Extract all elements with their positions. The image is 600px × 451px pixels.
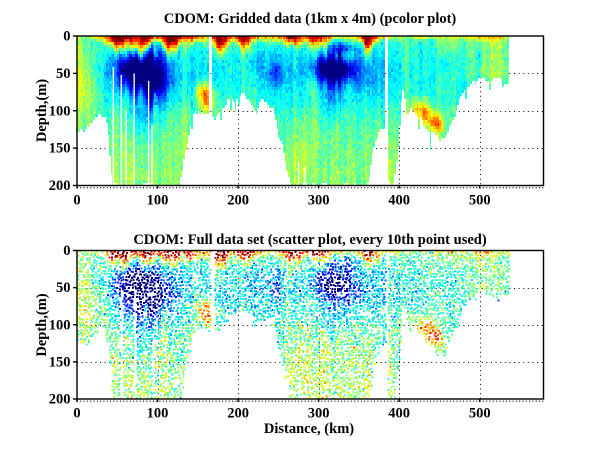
svg-text:0: 0	[73, 193, 80, 209]
svg-text:100: 100	[49, 103, 71, 119]
svg-text:200: 200	[49, 178, 71, 194]
svg-text:300: 300	[308, 193, 330, 209]
svg-text:100: 100	[49, 317, 71, 333]
svg-text:Distance, (km): Distance, (km)	[264, 421, 354, 437]
svg-text:500: 500	[469, 406, 491, 422]
svg-text:500: 500	[469, 193, 491, 209]
svg-text:50: 50	[56, 280, 71, 296]
svg-text:200: 200	[49, 392, 71, 408]
svg-text:CDOM: Gridded data (1km x 4m): CDOM: Gridded data (1km x 4m) (pcolor pl…	[164, 11, 457, 27]
svg-text:Depth,(m): Depth,(m)	[34, 293, 50, 356]
svg-text:400: 400	[388, 193, 410, 209]
svg-text:50: 50	[56, 66, 71, 82]
svg-text:CDOM: Full data set (scatter p: CDOM: Full data set (scatter plot, every…	[133, 232, 487, 248]
svg-text:0: 0	[63, 243, 70, 259]
svg-text:400: 400	[388, 406, 410, 422]
svg-text:200: 200	[227, 406, 249, 422]
svg-text:0: 0	[73, 406, 80, 422]
svg-text:100: 100	[147, 193, 169, 209]
svg-text:150: 150	[49, 354, 71, 370]
svg-text:Depth,(m): Depth,(m)	[34, 79, 50, 142]
svg-text:100: 100	[147, 406, 169, 422]
svg-text:300: 300	[308, 406, 330, 422]
svg-text:150: 150	[49, 141, 71, 157]
svg-text:0: 0	[63, 29, 70, 45]
svg-text:200: 200	[227, 193, 249, 209]
